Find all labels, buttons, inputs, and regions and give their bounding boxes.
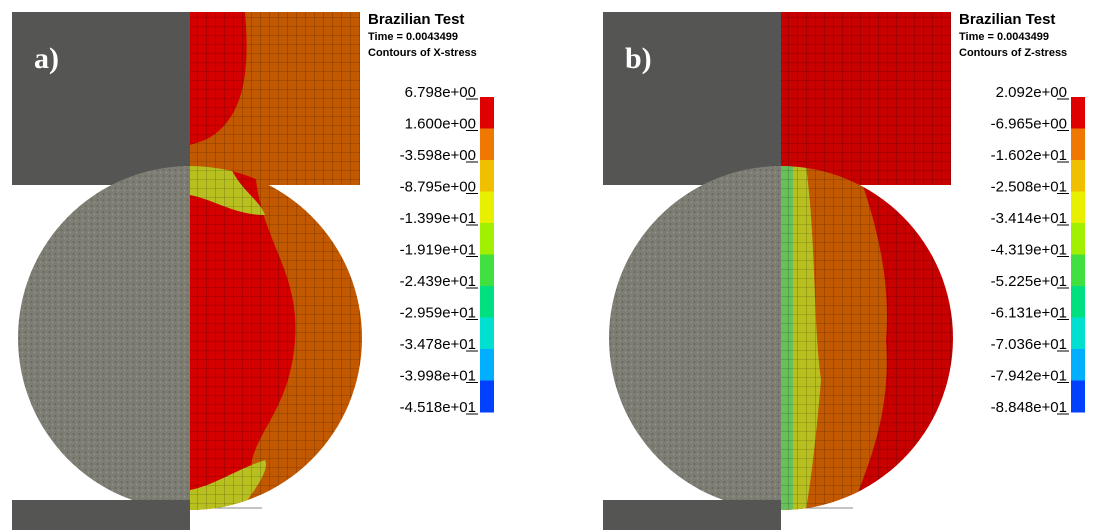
colorbar-label: 1.600e+00 — [405, 116, 476, 133]
colorbar-segment — [1071, 349, 1085, 381]
colorbar-segment — [480, 129, 494, 161]
colorbar-segment — [480, 160, 494, 192]
colorbar-segment — [480, 192, 494, 224]
panel-label: b) — [625, 42, 652, 75]
colorbar-segment — [1071, 381, 1085, 413]
colorbar-segment — [480, 255, 494, 287]
block-mesh — [781, 12, 951, 185]
colorbar-segment — [1071, 160, 1085, 192]
loading-block-photo — [603, 12, 781, 185]
disk-sim — [781, 160, 961, 520]
colorbar-segment — [1071, 223, 1085, 255]
colorbar-label: -4.319e+01 — [991, 242, 1067, 259]
legend-time: Time = 0.0043499 — [959, 31, 1049, 43]
colorbar-segment — [1071, 129, 1085, 161]
colorbar-label: -2.508e+01 — [991, 179, 1067, 196]
colorbar-label: -3.414e+01 — [991, 210, 1067, 227]
colorbar-segment — [480, 349, 494, 381]
colorbar-label: -2.959e+01 — [400, 305, 476, 322]
legend-title: Brazilian Test — [368, 11, 464, 28]
colorbar-segment — [480, 286, 494, 318]
colorbar-label: -8.795e+00 — [400, 179, 476, 196]
colorbar-segment — [1071, 286, 1085, 318]
colorbar-label: -6.965e+00 — [991, 116, 1067, 133]
legend-time: Time = 0.0043499 — [368, 31, 458, 43]
colorbar-label: -4.518e+01 — [400, 399, 476, 416]
disk-sim — [190, 160, 370, 520]
colorbar-label: -7.036e+01 — [991, 336, 1067, 353]
colorbar-label: -1.602e+01 — [991, 147, 1067, 164]
colorbar-segment — [1071, 97, 1085, 129]
legend-contour: Contours of X-stress — [368, 47, 477, 59]
colorbar-label: 6.798e+00 — [405, 84, 476, 101]
disk-mesh — [190, 160, 370, 520]
specimen-photo — [18, 166, 190, 510]
colorbar-label: -2.439e+01 — [400, 273, 476, 290]
colorbar-label: -1.399e+01 — [400, 210, 476, 227]
colorbar-label: -7.942e+01 — [991, 368, 1067, 385]
colorbar-segment — [1071, 255, 1085, 287]
colorbar-label: -5.225e+01 — [991, 273, 1067, 290]
colorbar-label: -3.478e+01 — [400, 336, 476, 353]
colorbar-segment — [480, 381, 494, 413]
colorbar-label: -1.919e+01 — [400, 242, 476, 259]
colorbar-segment — [1071, 192, 1085, 224]
block-mesh — [190, 12, 360, 185]
loading-block-photo — [12, 12, 190, 185]
colorbar-label: 2.092e+00 — [996, 84, 1067, 101]
colorbar-segment — [480, 223, 494, 255]
panel: a) Brazilian Test Time = 0.0043499 Contours… — [12, 11, 494, 530]
disk-mesh — [781, 160, 961, 520]
panel: b) Brazilian Test Time = 0.0043499 Contours… — [603, 11, 1085, 530]
colorbar-label: -8.848e+01 — [991, 399, 1067, 416]
bottom-plate — [12, 500, 190, 530]
colorbar-segment — [1071, 318, 1085, 350]
colorbar-segment — [480, 318, 494, 350]
colorbar-label: -3.598e+00 — [400, 147, 476, 164]
panel-label: a) — [34, 42, 59, 75]
legend-title: Brazilian Test — [959, 11, 1055, 28]
specimen-photo — [609, 166, 781, 510]
colorbar-label: -6.131e+01 — [991, 305, 1067, 322]
figure: a) Brazilian Test Time = 0.0043499 Contours… — [0, 0, 1099, 530]
colorbar-segment — [480, 97, 494, 129]
bottom-plate — [603, 500, 781, 530]
legend-contour: Contours of Z-stress — [959, 47, 1067, 59]
colorbar-label: -3.998e+01 — [400, 368, 476, 385]
